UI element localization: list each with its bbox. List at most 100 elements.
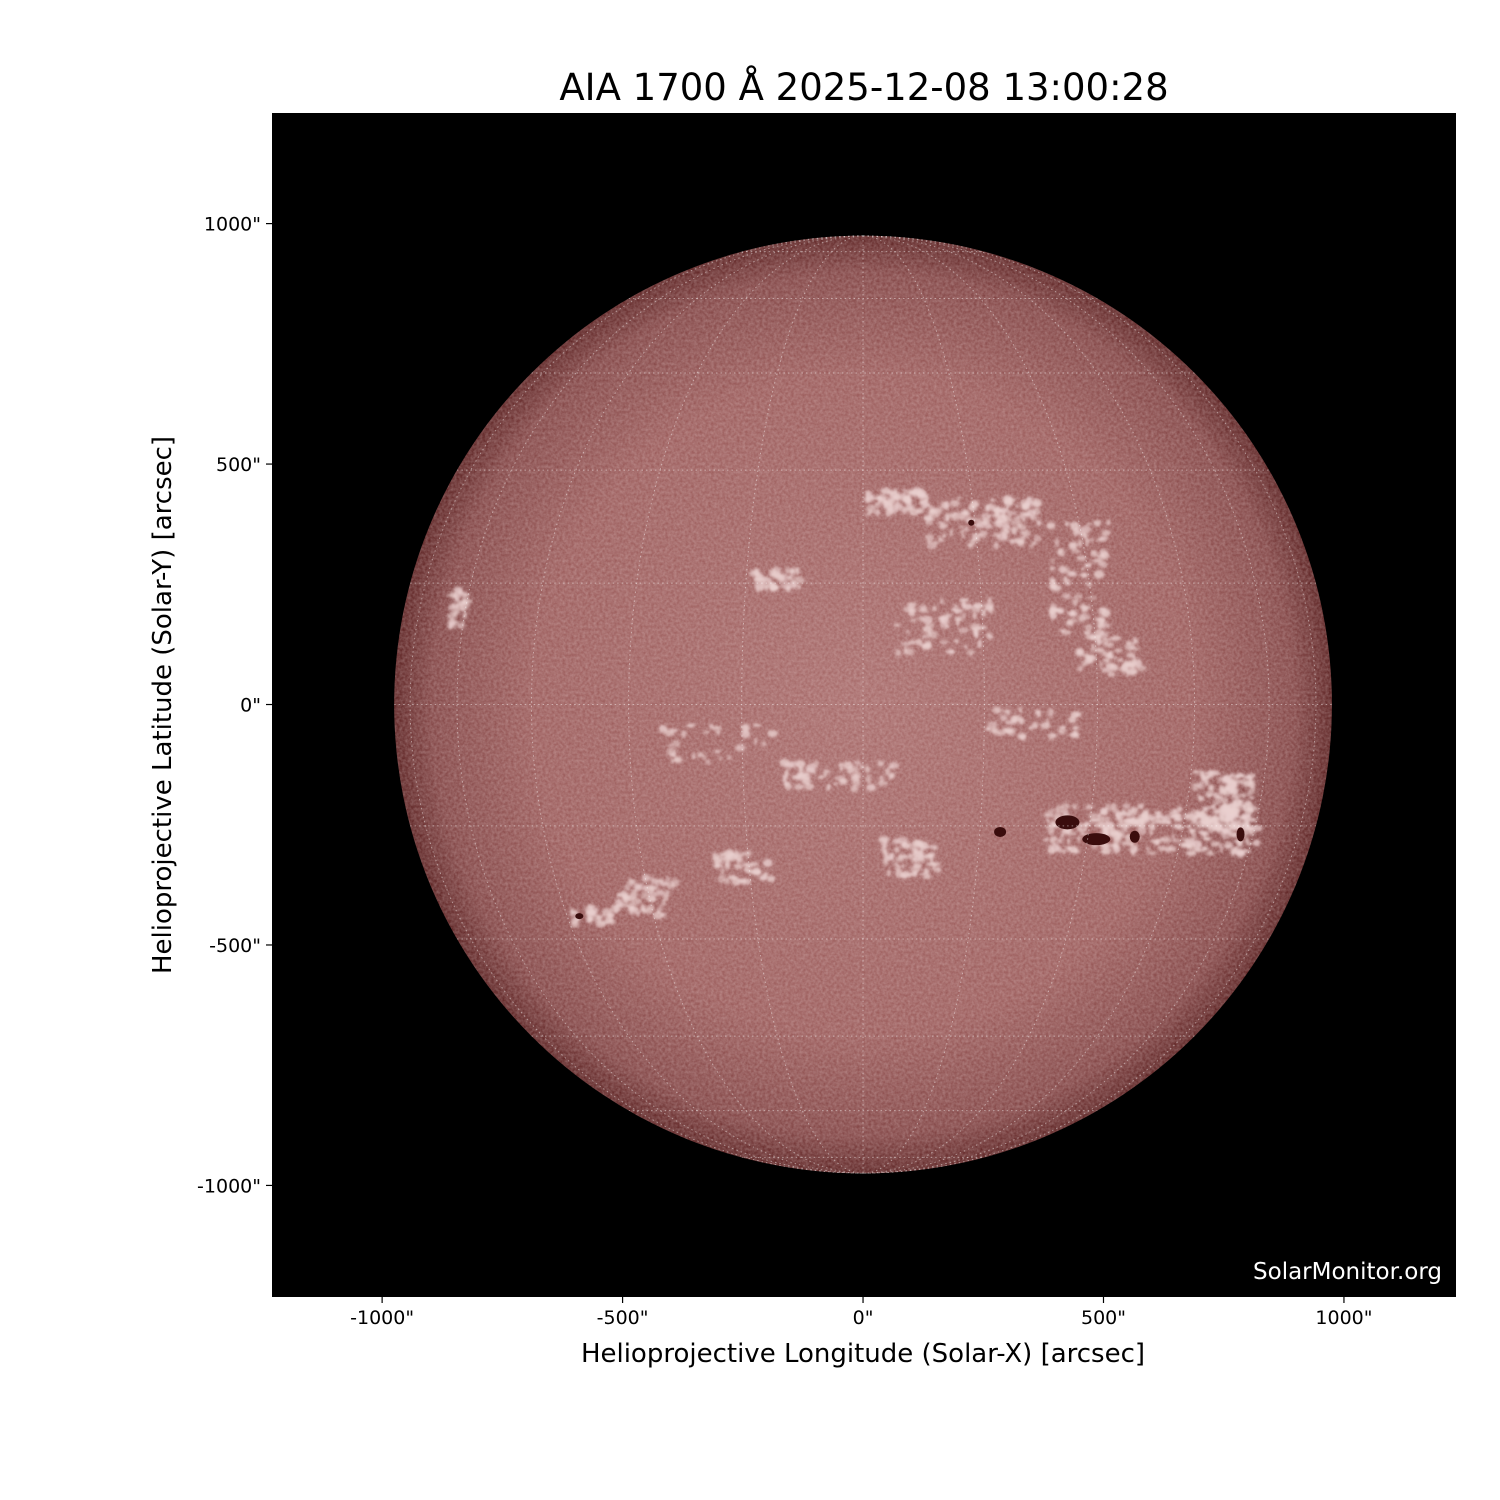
plage-patch (1151, 824, 1156, 831)
plage-patch (1101, 608, 1111, 618)
plage-patch (1245, 836, 1249, 845)
plage-patch (885, 508, 892, 517)
plage-patch (647, 895, 657, 903)
plage-patch (1085, 538, 1090, 547)
plage-patch (1101, 842, 1113, 849)
plage-patch (587, 916, 595, 922)
sunspot (1055, 815, 1080, 830)
plage-patch (624, 884, 631, 891)
plage-patch (1010, 715, 1019, 723)
plage-patch (1047, 828, 1055, 835)
plage-patch (463, 593, 471, 597)
plage-patch (1057, 547, 1066, 557)
plage-patch (702, 753, 707, 761)
plage-patch (754, 737, 758, 745)
plage-patch (1248, 795, 1255, 800)
plage-patch (1124, 811, 1133, 817)
plage-patch (866, 783, 877, 792)
plage-patch (788, 569, 794, 574)
plage-patch (672, 740, 681, 748)
plage-patch (1002, 709, 1012, 714)
plage-patch (944, 624, 950, 629)
plage-patch (942, 533, 947, 539)
plage-patch (1234, 774, 1240, 780)
plage-patch (983, 601, 995, 610)
grid-longitude-line (409, 235, 864, 1174)
plage-patch (990, 726, 998, 734)
plage-patch (791, 774, 802, 780)
plage-patch (792, 567, 800, 575)
plage-patch (893, 862, 898, 866)
plage-patch (1208, 805, 1216, 810)
plage-patch (894, 858, 904, 862)
plage-patch (966, 649, 975, 655)
plage-patch (739, 852, 748, 856)
plage-patch (1204, 851, 1216, 856)
plage-patch (1107, 671, 1116, 678)
plage-patch (1097, 815, 1105, 824)
plage-patch (718, 755, 722, 762)
plage-patch (914, 854, 918, 864)
plage-patch (908, 640, 918, 645)
plage-patch (731, 877, 741, 886)
plage-patch (1167, 844, 1173, 851)
plage-patch (912, 839, 922, 845)
plage-patch (663, 893, 669, 902)
plage-patch (641, 874, 651, 883)
plage-patch (452, 594, 458, 600)
plage-patch (1222, 809, 1234, 815)
plage-patch (784, 769, 789, 778)
plage-patch (1239, 793, 1248, 798)
plage-patch (977, 639, 982, 649)
plage-patch (908, 854, 913, 858)
x-axis-label: Helioprojective Longitude (Solar-X) [arc… (581, 1339, 1145, 1369)
plage-patch (974, 630, 979, 638)
plage-patch (741, 723, 750, 732)
plage-patch (652, 911, 664, 920)
plage-patch (669, 728, 679, 733)
plage-patch (634, 883, 641, 891)
plage-patch (949, 528, 954, 537)
plage-patch (1119, 665, 1129, 674)
plage-patch (461, 598, 473, 605)
plage-patch (911, 857, 915, 863)
plage-patch (1050, 557, 1055, 564)
plage-patch (1079, 603, 1086, 610)
plage-patch (1101, 667, 1112, 673)
plage-patch (886, 853, 894, 861)
plage-patch (767, 875, 776, 883)
plage-patch (749, 569, 760, 577)
plage-patch (804, 783, 815, 791)
plage-patch (1126, 652, 1135, 658)
plage-patch (823, 768, 828, 778)
plage-patch (987, 596, 992, 604)
grid-longitude-line (863, 235, 985, 1174)
plage-patch (1122, 823, 1129, 833)
grid-longitude-line (863, 235, 1270, 1174)
plage-patch (1122, 802, 1130, 810)
plage-patch (1155, 810, 1161, 816)
plage-patch (692, 752, 696, 760)
plage-patch (804, 767, 815, 773)
plage-patch (953, 604, 958, 608)
plage-patch (839, 777, 848, 785)
plage-patch (864, 512, 872, 517)
plage-patch (987, 721, 999, 727)
x-tick-label: 500" (1081, 1307, 1126, 1329)
plage-patch (959, 597, 970, 603)
plage-patch (962, 611, 966, 620)
plage-patch (1098, 631, 1109, 638)
plage-patch (883, 848, 888, 857)
plage-patch (767, 729, 778, 738)
plage-patch (450, 602, 456, 608)
plage-patch (887, 499, 895, 506)
plage-patch (674, 757, 680, 763)
plage-patch (715, 864, 724, 868)
plage-patch (745, 850, 752, 858)
plage-patch (761, 741, 767, 747)
plage-patch (727, 755, 732, 761)
x-tick-label: -1000" (350, 1307, 414, 1329)
plage-patch (1133, 844, 1138, 853)
plage-patch (1191, 782, 1200, 792)
plage-patch (1047, 732, 1057, 741)
